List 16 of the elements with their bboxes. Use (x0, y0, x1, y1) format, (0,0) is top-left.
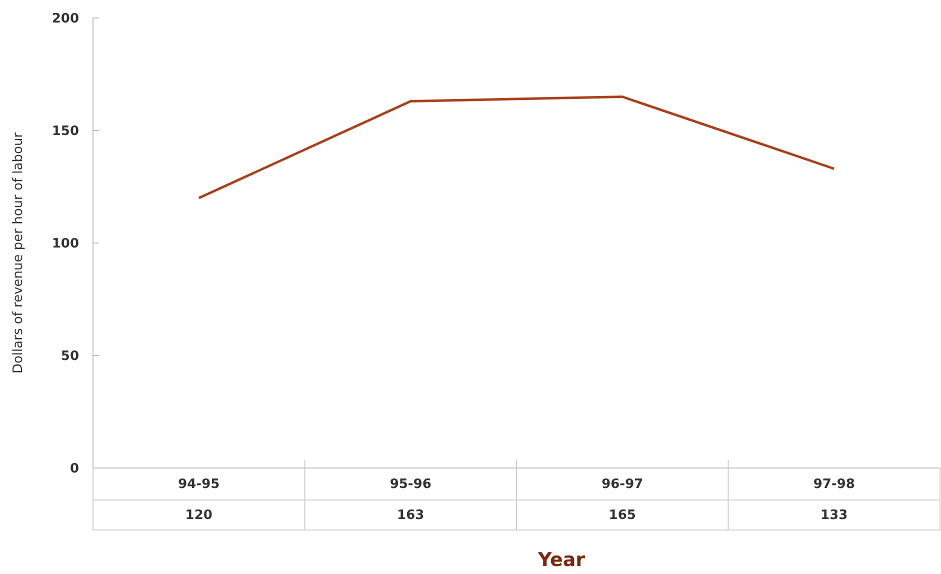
line-series (198, 96, 836, 200)
x-tick-label: 94-95 (178, 477, 220, 492)
y-tick-label: 0 (70, 462, 79, 477)
x-tick-label: 97-98 (813, 477, 855, 492)
y-tick-label: 100 (52, 236, 79, 252)
x-axis-title: Year (536, 549, 586, 571)
y-axis-title: Dollars of revenue per hour of labour (11, 132, 26, 374)
x-tick-label: 96-97 (602, 477, 644, 492)
y-tick-label: 50 (60, 349, 79, 364)
y-tick-label: 200 (52, 12, 79, 27)
data-label: 163 (397, 508, 424, 523)
data-label: 165 (608, 508, 636, 523)
data-label: 133 (820, 508, 848, 523)
y-tick-label: 150 (52, 124, 79, 140)
x-tick-label: 95-96 (390, 477, 432, 492)
data-label: 120 (185, 508, 212, 523)
